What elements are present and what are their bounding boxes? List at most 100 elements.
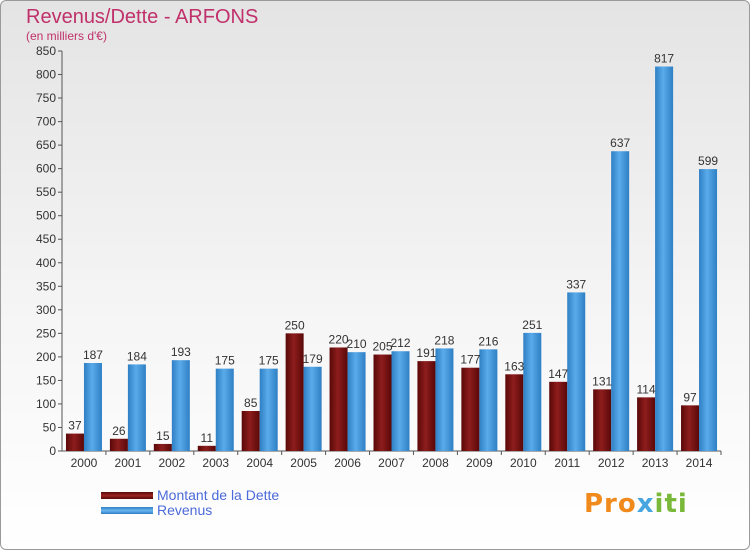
data-label: 218 (434, 333, 454, 347)
y-tick-label: 700 (36, 115, 56, 129)
bar-dette (373, 354, 392, 451)
data-label: 184 (127, 349, 147, 363)
data-label: 37 (68, 419, 82, 433)
bar-revenus (611, 151, 630, 451)
data-label: 11 (201, 431, 214, 445)
bar-revenus (435, 348, 454, 451)
data-label: 131 (592, 374, 612, 388)
y-tick-label: 50 (43, 420, 57, 434)
bar-dette (593, 389, 612, 451)
data-label: 251 (522, 318, 542, 332)
y-tick-label: 150 (36, 373, 56, 387)
bar-revenus (347, 352, 366, 451)
y-tick-label: 750 (36, 91, 56, 105)
legend-item-debt: Montant de la Dette (101, 487, 279, 503)
data-label: 85 (244, 396, 258, 410)
x-tick-label: 2006 (334, 456, 361, 470)
data-label: 15 (156, 429, 170, 443)
bar-dette (197, 445, 216, 451)
data-label: 599 (698, 154, 718, 168)
x-tick-label: 2012 (598, 456, 625, 470)
data-label: 191 (416, 346, 436, 360)
x-tick-label: 2002 (158, 456, 185, 470)
data-label: 175 (215, 354, 235, 368)
x-tick-label: 2011 (554, 456, 580, 470)
bar-revenus (391, 351, 410, 451)
bar-revenus (171, 360, 190, 451)
bar-revenus (479, 349, 498, 451)
bar-dette (285, 333, 304, 451)
bar-revenus (303, 366, 322, 451)
proxiti-logo: Proxiti (584, 489, 688, 519)
legend-item-revenue: Revenus (101, 502, 212, 518)
data-label: 163 (504, 359, 524, 373)
y-tick-label: 550 (36, 185, 56, 199)
legend-swatch-debt (101, 491, 153, 499)
bar-dette (681, 405, 700, 451)
x-tick-label: 2014 (686, 456, 713, 470)
bar-revenus (259, 368, 278, 451)
x-tick-label: 2010 (510, 456, 537, 470)
x-tick-label: 2003 (202, 456, 229, 470)
y-tick-label: 800 (36, 68, 56, 82)
data-label: 205 (372, 340, 392, 354)
y-tick-label: 400 (36, 256, 56, 270)
data-label: 97 (683, 390, 697, 404)
data-label: 147 (548, 367, 568, 381)
data-label: 175 (259, 354, 279, 368)
bar-dette (461, 367, 480, 451)
y-tick-label: 250 (36, 326, 56, 340)
bar-revenus (83, 363, 102, 451)
bar-dette (329, 347, 348, 451)
legend-swatch-revenue (101, 506, 153, 514)
data-label: 26 (112, 424, 126, 438)
data-label: 179 (303, 352, 323, 366)
legend-label-debt: Montant de la Dette (157, 487, 280, 503)
bar-dette (109, 438, 128, 451)
chart-title: Revenus/Dette - ARFONS (26, 6, 259, 28)
bar-revenus (523, 332, 542, 451)
data-label: 817 (654, 52, 674, 66)
y-tick-label: 850 (36, 44, 56, 58)
bar-dette (241, 411, 260, 451)
legend-label-revenue: Revenus (157, 502, 213, 518)
y-tick-label: 450 (36, 232, 56, 246)
bar-revenus (215, 368, 234, 451)
x-tick-label: 2005 (290, 456, 317, 470)
data-label: 114 (637, 382, 656, 396)
bar-dette (637, 397, 656, 451)
y-tick-label: 500 (36, 209, 56, 223)
y-tick-label: 350 (36, 279, 56, 293)
chart-subtitle: (en milliers d'€) (26, 29, 107, 43)
data-label: 216 (478, 334, 498, 348)
data-label: 187 (83, 348, 103, 362)
bar-dette (65, 433, 84, 451)
data-label: 337 (566, 277, 586, 291)
bar-revenus (567, 292, 586, 451)
data-label: 210 (347, 337, 367, 351)
y-tick-label: 200 (36, 350, 56, 364)
x-tick-label: 2007 (378, 456, 405, 470)
y-tick-label: 600 (36, 162, 56, 176)
data-label: 212 (390, 336, 410, 350)
bar-dette (153, 443, 172, 451)
x-tick-label: 2001 (115, 456, 142, 470)
bar-revenus (127, 364, 146, 451)
x-tick-label: 2013 (642, 456, 669, 470)
data-label: 177 (460, 353, 480, 367)
data-label: 250 (285, 318, 305, 332)
x-tick-label: 2009 (466, 456, 493, 470)
bar-dette (505, 374, 524, 451)
x-tick-label: 2000 (71, 456, 98, 470)
y-tick-label: 650 (36, 138, 56, 152)
bar-revenus (655, 66, 674, 451)
data-label: 220 (329, 332, 349, 346)
bar-dette (417, 361, 436, 451)
data-label: 193 (171, 345, 191, 359)
bar-revenus (699, 169, 718, 451)
data-label: 637 (610, 136, 630, 150)
y-tick-label: 0 (49, 444, 56, 458)
x-tick-label: 2008 (422, 456, 449, 470)
y-tick-label: 300 (36, 303, 56, 317)
